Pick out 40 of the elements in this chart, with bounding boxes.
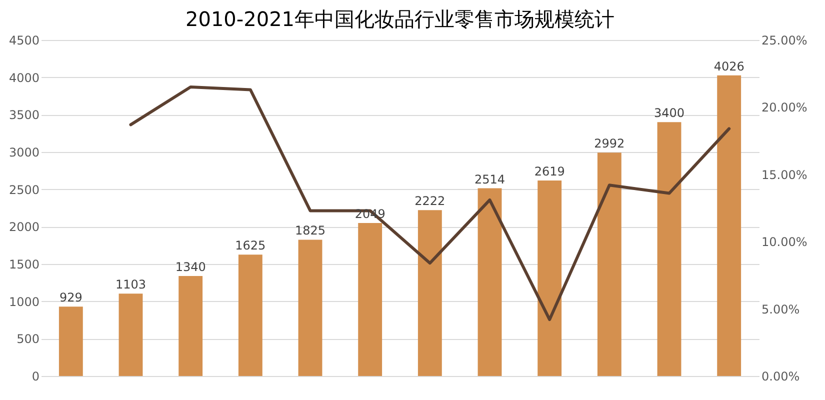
y-tick-label: 3000 (8, 146, 40, 160)
bar (418, 210, 442, 376)
bar (118, 294, 143, 376)
y2-tick-label: 10.00% (762, 235, 808, 250)
y-tick-label: 500 (16, 332, 40, 346)
data-label: 1825 (294, 224, 326, 238)
bar (58, 306, 83, 376)
y2-tick-label: 0.00% (762, 370, 800, 384)
y2-tick-label: 15.00% (762, 168, 808, 182)
y-tick-label: 1000 (8, 294, 40, 309)
data-label: 2619 (534, 164, 565, 178)
bar (178, 276, 203, 376)
data-label: 1103 (115, 278, 146, 292)
bar (657, 122, 682, 376)
data-label: 3400 (654, 106, 685, 120)
data-label: 4026 (714, 59, 744, 74)
y-tick-label: 1500 (8, 258, 40, 272)
data-label: 929 (59, 290, 82, 305)
bar (478, 188, 502, 376)
y-tick-label: 3500 (8, 108, 40, 122)
chart-title: 2010-2021年中国化妆品行业零售市场规模统计 (185, 7, 615, 31)
y2-tick-label: 5.00% (762, 302, 800, 316)
data-label: 1625 (235, 238, 266, 253)
y-tick-label: 4500 (8, 34, 40, 48)
y2-tick-label: 20.00% (762, 100, 808, 115)
bar (717, 75, 742, 376)
data-label: 2992 (594, 136, 625, 151)
bar (358, 223, 382, 376)
data-label: 2222 (414, 194, 446, 208)
data-label: 2514 (474, 172, 506, 186)
y-tick-label: 2000 (8, 220, 40, 234)
bar (238, 254, 262, 376)
data-label: 1340 (175, 260, 206, 274)
y2-tick-label: 25.00% (762, 34, 808, 48)
y-tick-label: 4000 (8, 70, 40, 85)
y-tick-label: 0 (32, 370, 40, 384)
bar (597, 152, 622, 376)
bar (538, 180, 562, 376)
bar (298, 240, 322, 376)
y-tick-label: 2500 (8, 182, 40, 197)
